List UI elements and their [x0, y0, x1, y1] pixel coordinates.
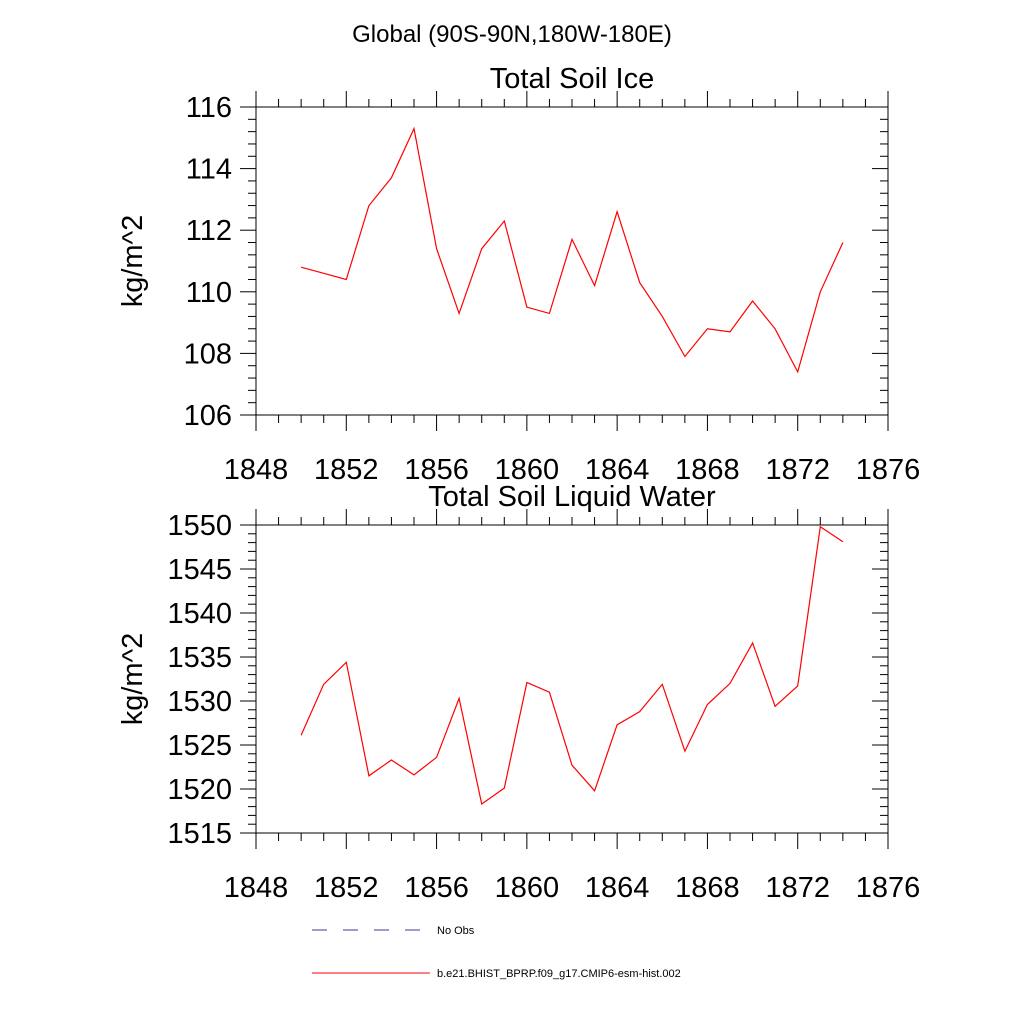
data-point: [571, 239, 573, 241]
data-point: [594, 790, 596, 792]
data-point: [842, 541, 844, 543]
y-tick-label: 1530: [167, 686, 232, 718]
data-point: [842, 242, 844, 244]
chart-panel-1: Total Soil Ice 1848 1852 1856 1860 1864 1868 18…: [117, 63, 920, 486]
data-point: [300, 735, 302, 737]
data-point: [774, 705, 776, 707]
data-point: [323, 683, 325, 685]
x-tick-label: 1852: [314, 454, 379, 486]
data-point: [819, 526, 821, 528]
x-tick-label: 1860: [495, 454, 560, 486]
data-point: [413, 128, 415, 130]
x-tick-label: 1860: [495, 872, 560, 904]
data-point: [707, 328, 709, 330]
x-tick-label: 1876: [856, 872, 921, 904]
data-point: [481, 803, 483, 805]
y-tick-label: 1525: [167, 730, 232, 762]
data-point: [752, 300, 754, 302]
y-tick-label: 106: [184, 400, 232, 432]
y-tick-label: 114: [186, 154, 232, 186]
x-tick-label: 1856: [404, 872, 469, 904]
x-tick-label: 1864: [585, 872, 650, 904]
data-point: [368, 205, 370, 207]
legend-label: b.e21.BHIST_BPRP.f09_g17.CMIP6-esm-hist.…: [437, 968, 681, 980]
y-tick-label: 110: [186, 277, 232, 309]
data-point: [345, 279, 347, 281]
data-point: [391, 759, 393, 761]
figure-title: Global (90S-90N,180W-180E): [352, 21, 672, 48]
data-point: [594, 285, 596, 287]
data-point: [503, 220, 505, 222]
chart-panels: Total Soil Ice 1848 1852 1856 1860 1864 1868 18…: [117, 63, 920, 904]
data-point: [571, 764, 573, 766]
data-point: [526, 306, 528, 308]
data-point: [345, 661, 347, 663]
data-point: [639, 711, 641, 713]
data-point: [797, 685, 799, 687]
data-point: [323, 273, 325, 275]
data-point: [616, 211, 618, 213]
x-tick-label: 1868: [675, 872, 740, 904]
x-tick-label: 1848: [224, 872, 289, 904]
y-tick-label: 1520: [167, 774, 232, 806]
panel-title: Total Soil Ice: [490, 63, 654, 95]
x-tick-label: 1864: [585, 454, 650, 486]
data-point: [413, 774, 415, 776]
legend-label: No Obs: [437, 925, 475, 937]
data-point: [436, 757, 438, 759]
data-point: [661, 316, 663, 318]
data-point: [503, 787, 505, 789]
data-point: [300, 266, 302, 268]
y-axis-label: kg/m^2: [117, 215, 149, 308]
data-point: [819, 291, 821, 293]
data-point: [391, 177, 393, 179]
data-point: [729, 683, 731, 685]
x-tick-label: 1848: [224, 454, 289, 486]
x-tick-label: 1872: [765, 872, 830, 904]
series-line: [300, 525, 844, 806]
data-point: [639, 282, 641, 284]
data-point: [797, 371, 799, 373]
plot-frame: [255, 524, 889, 834]
chart-panel-2: Total Soil Liquid Water 1848 1852 1856 1860 1…: [117, 481, 920, 904]
data-point: [752, 642, 754, 644]
data-point: [436, 248, 438, 250]
data-point: [616, 724, 618, 726]
data-point: [684, 750, 686, 752]
series-line: [300, 126, 844, 374]
x-tick-label: 1872: [765, 454, 830, 486]
x-tick-label: 1868: [675, 454, 740, 486]
data-point: [549, 691, 551, 693]
y-axis-label: kg/m^2: [117, 633, 149, 726]
panel-title: Total Soil Liquid Water: [428, 481, 716, 513]
plot-frame: [255, 106, 889, 416]
data-point: [707, 704, 709, 706]
y-tick-label: 116: [186, 92, 232, 124]
data-point: [368, 775, 370, 777]
x-tick-label: 1852: [314, 872, 379, 904]
y-tick-label: 112: [186, 215, 232, 247]
data-point: [774, 328, 776, 330]
y-tick-label: 1515: [167, 818, 232, 850]
y-tick-label: 1540: [167, 598, 232, 630]
data-point: [458, 698, 460, 700]
y-tick-label: 1545: [167, 554, 232, 586]
data-point: [729, 331, 731, 333]
legend: No Obs b.e21.BHIST_BPRP.f09_g17.CMIP6-esm…: [312, 925, 681, 980]
data-point: [458, 313, 460, 315]
y-tick-label: 108: [184, 338, 232, 370]
data-point: [549, 313, 551, 315]
data-point: [684, 356, 686, 358]
x-tick-label: 1856: [404, 454, 469, 486]
y-tick-label: 1535: [167, 642, 232, 674]
data-point: [526, 682, 528, 684]
y-tick-label: 1550: [167, 510, 232, 542]
x-tick-label: 1876: [856, 454, 921, 486]
data-point: [481, 248, 483, 250]
data-point: [661, 683, 663, 685]
